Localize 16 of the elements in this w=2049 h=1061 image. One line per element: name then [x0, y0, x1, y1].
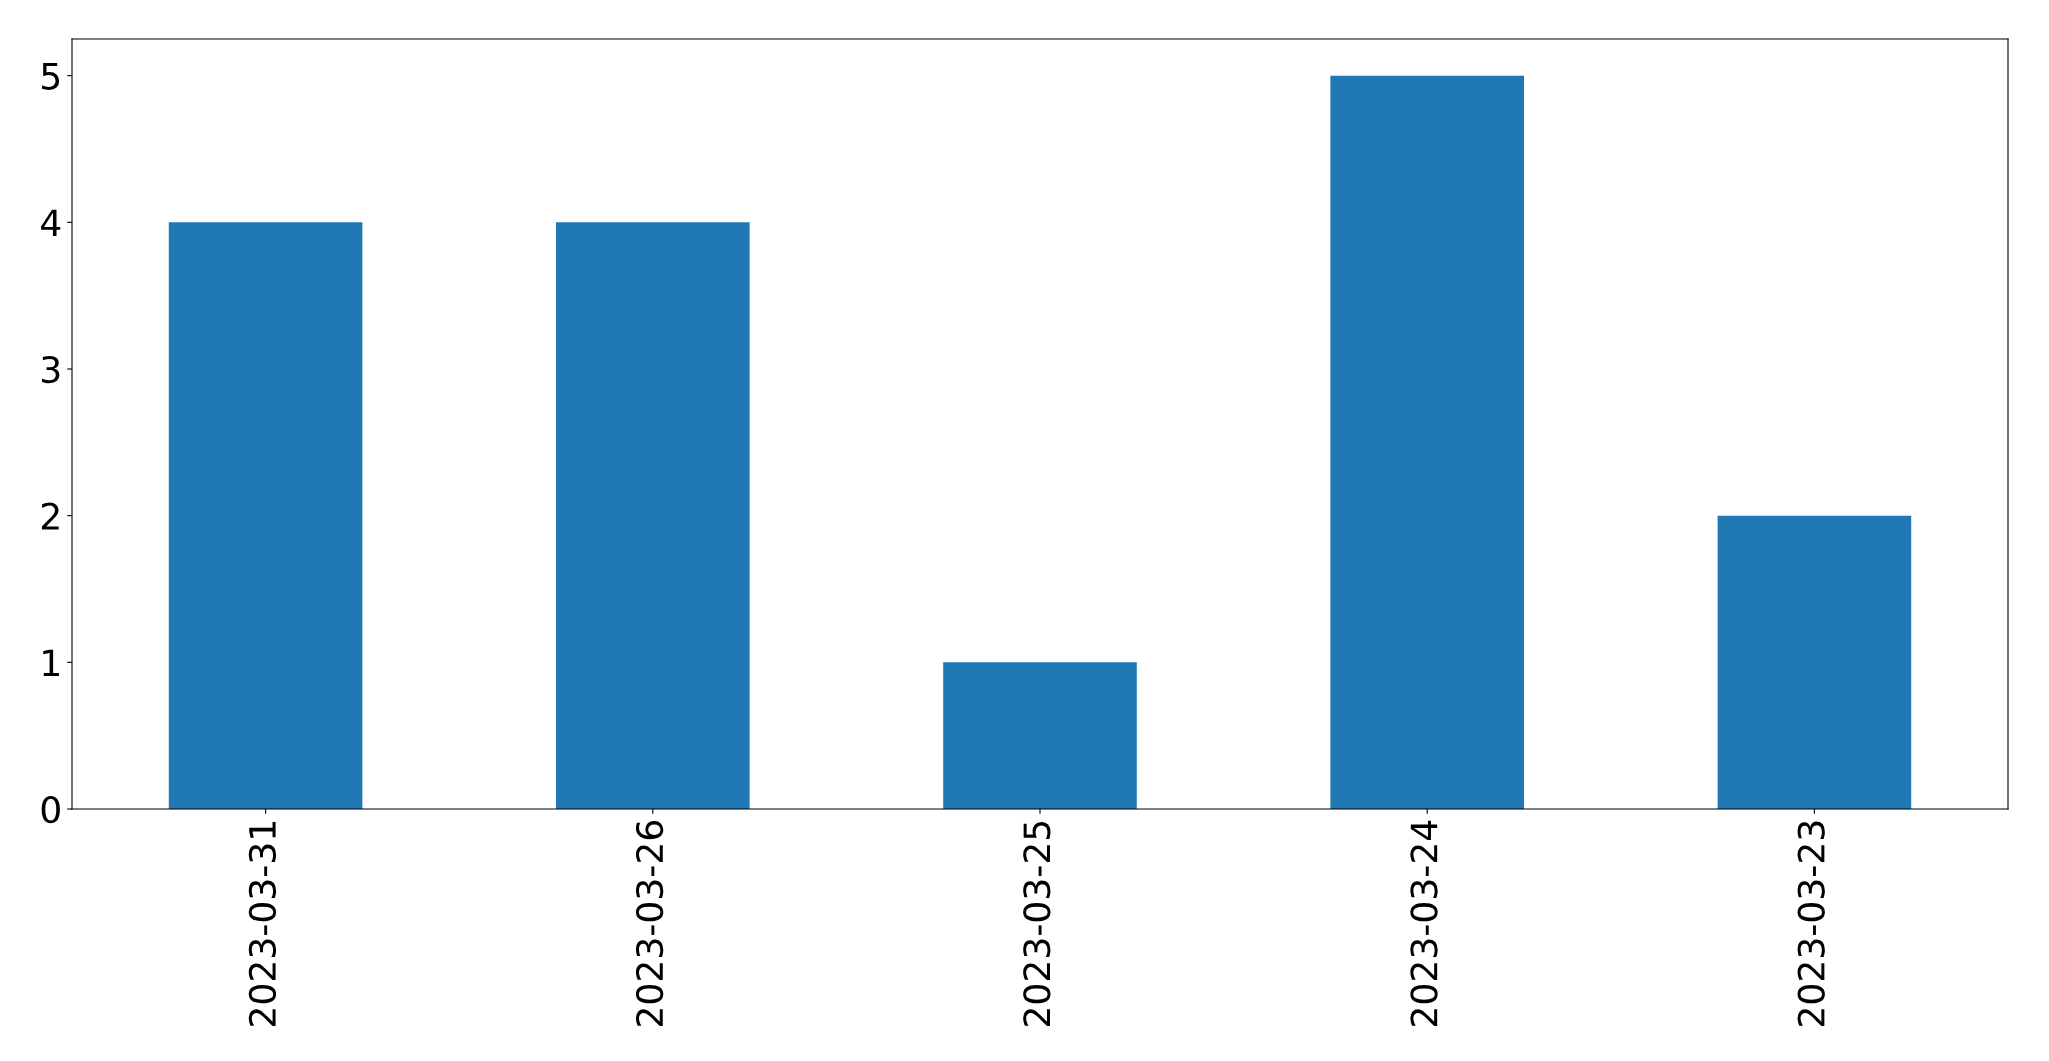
x-tick-label: 2023-03-31 — [248, 822, 277, 1026]
y-tick-label: 2 — [41, 502, 59, 530]
y-tick-label: 1 — [43, 649, 59, 677]
x-tick-label: 2023-03-26 — [635, 821, 664, 1026]
x-tick-label: 2023-03-24 — [1410, 820, 1438, 1026]
bar — [556, 222, 750, 809]
y-tick-label: 0 — [41, 795, 60, 824]
bar — [943, 662, 1137, 809]
x-tick-label: 2023-03-25 — [1023, 821, 1051, 1026]
y-tick-label: 4 — [41, 209, 61, 237]
y-tick-label: 3 — [42, 355, 60, 384]
x-tick-label: 2023-03-23 — [1797, 821, 1825, 1026]
bar — [168, 222, 363, 809]
y-tick-label: 5 — [42, 63, 60, 90]
bar — [1330, 75, 1524, 809]
bar — [1717, 515, 1912, 809]
